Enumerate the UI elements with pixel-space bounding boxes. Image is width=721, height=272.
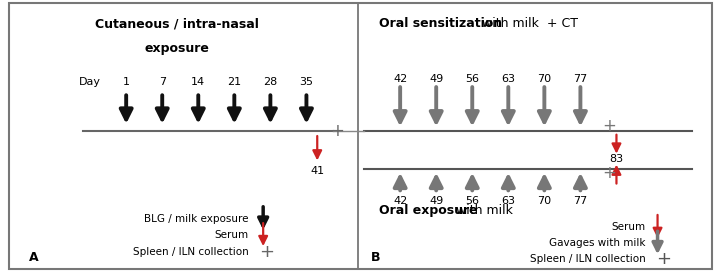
Text: 70: 70 bbox=[537, 74, 552, 84]
Text: +: + bbox=[330, 122, 345, 140]
Text: 49: 49 bbox=[429, 196, 443, 206]
Text: Gavages with milk: Gavages with milk bbox=[549, 239, 645, 248]
Text: 41: 41 bbox=[310, 166, 324, 176]
Text: B: B bbox=[371, 251, 381, 264]
Text: +: + bbox=[656, 250, 671, 268]
Text: Cutaneous / intra-nasal: Cutaneous / intra-nasal bbox=[94, 18, 259, 31]
Text: Oral sensitization: Oral sensitization bbox=[379, 17, 502, 30]
Text: 1: 1 bbox=[123, 77, 130, 86]
Text: BLG / milk exposure: BLG / milk exposure bbox=[144, 214, 249, 224]
Text: Serum: Serum bbox=[215, 230, 249, 240]
Text: 35: 35 bbox=[299, 77, 314, 86]
Text: 42: 42 bbox=[393, 196, 407, 206]
Text: 63: 63 bbox=[501, 196, 516, 206]
Text: 83: 83 bbox=[609, 154, 624, 164]
Text: 28: 28 bbox=[263, 77, 278, 86]
Text: 21: 21 bbox=[227, 77, 242, 86]
Text: Oral exposure: Oral exposure bbox=[379, 204, 477, 217]
Text: +: + bbox=[602, 164, 616, 182]
Text: +: + bbox=[260, 243, 274, 261]
Text: 77: 77 bbox=[573, 196, 588, 206]
Text: 63: 63 bbox=[501, 74, 516, 84]
Text: 42: 42 bbox=[393, 74, 407, 84]
Text: 14: 14 bbox=[191, 77, 205, 86]
Text: 77: 77 bbox=[573, 74, 588, 84]
Text: +: + bbox=[602, 118, 616, 135]
Text: 49: 49 bbox=[429, 74, 443, 84]
Text: exposure: exposure bbox=[144, 42, 209, 55]
Text: 70: 70 bbox=[537, 196, 552, 206]
Text: Serum: Serum bbox=[611, 222, 645, 232]
Text: A: A bbox=[29, 251, 38, 264]
Text: with milk: with milk bbox=[452, 204, 513, 217]
Text: Day: Day bbox=[79, 77, 101, 86]
Text: Spleen / ILN collection: Spleen / ILN collection bbox=[133, 247, 249, 256]
Text: Spleen / ILN collection: Spleen / ILN collection bbox=[529, 254, 645, 264]
Text: 56: 56 bbox=[465, 196, 479, 206]
Text: 7: 7 bbox=[159, 77, 166, 86]
Text: 56: 56 bbox=[465, 74, 479, 84]
Text: with milk  + CT: with milk + CT bbox=[478, 17, 578, 30]
